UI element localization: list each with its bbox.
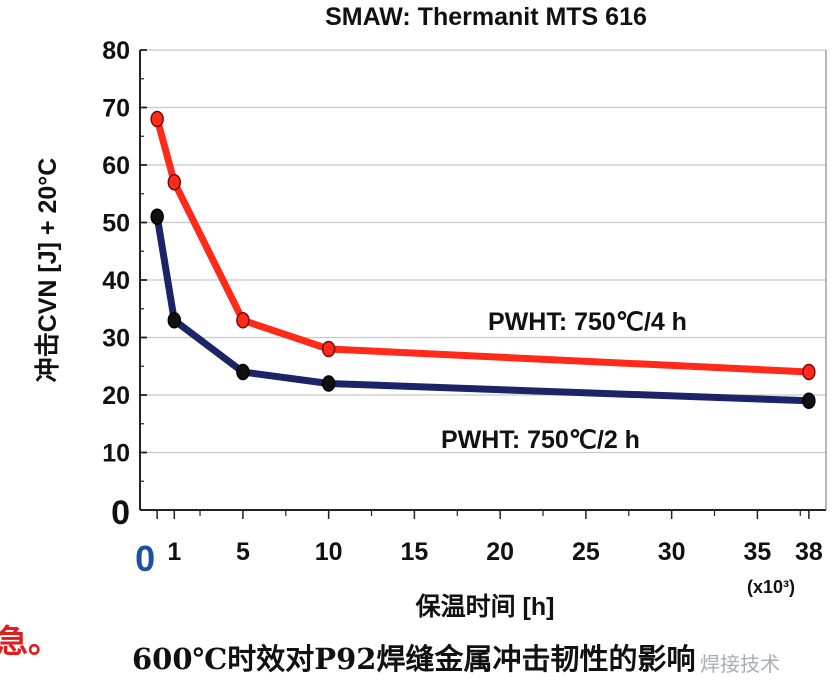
x-tick-label: 20 [486, 538, 514, 566]
x-tick-label: 10 [315, 538, 343, 566]
series-group [150, 110, 816, 409]
x-tick-label: 15 [400, 538, 428, 566]
series-line-0 [153, 115, 813, 376]
figure-caption: 600℃时效对P92焊缝金属冲击韧性的影响 [132, 642, 696, 676]
data-point [167, 174, 182, 191]
y-tick-label: 40 [102, 267, 130, 295]
legend-series-2h: PWHT: 750℃/2 h [441, 426, 640, 454]
x-axis-multiplier: (x10³) [747, 577, 795, 597]
data-point [802, 363, 816, 381]
x-tick-label: 5 [236, 538, 250, 566]
data-point [321, 340, 336, 358]
y-tick-label: 80 [102, 37, 130, 65]
y-tick-label: 60 [102, 152, 130, 180]
axes [139, 49, 827, 519]
cropped-side-text: 急。 [0, 622, 61, 660]
x-origin-label: 0 [135, 538, 156, 579]
x-tick-labels: 1 5 10 15 20 25 30 35 38 [167, 538, 823, 566]
y-tick-label: 70 [102, 95, 130, 123]
data-point [802, 392, 816, 409]
data-point [236, 363, 250, 381]
legend-series-4h: PWHT: 750℃/4 h [488, 308, 687, 336]
y-tick-label: 50 [102, 210, 130, 238]
grid-lines [140, 49, 826, 454]
data-point [150, 208, 164, 225]
data-point [167, 312, 182, 329]
y-tick-label: 20 [102, 382, 130, 410]
watermark: 焊接技术 [700, 652, 780, 676]
chart-title: SMAW: Thermanit MTS 616 [325, 3, 647, 31]
x-tick-label: 38 [795, 538, 823, 566]
x-axis-label: 保温时间 [h] [415, 593, 555, 621]
y-tick-label: 30 [102, 325, 130, 353]
data-point [236, 312, 250, 329]
y-tick-label: 0 [111, 494, 130, 532]
y-tick-label: 10 [102, 440, 130, 468]
series-line-1 [153, 213, 813, 405]
x-tick-label: 25 [572, 538, 600, 566]
x-tick-label: 1 [167, 538, 181, 566]
y-tick-labels: 0 10 20 30 40 50 60 70 80 [102, 37, 130, 532]
x-tick-label: 35 [743, 538, 771, 566]
y-axis-label: 冲击CVN [J] + 20°C [34, 158, 62, 383]
data-point [150, 110, 164, 128]
data-point [321, 375, 336, 392]
x-tick-label: 30 [658, 538, 686, 566]
